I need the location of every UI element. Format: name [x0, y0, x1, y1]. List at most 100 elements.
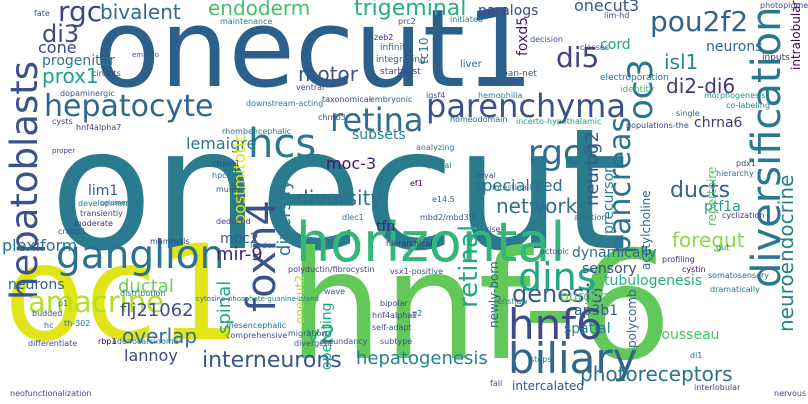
word-cyclization: cyclization: [722, 211, 765, 220]
word-hierarchy: hierarchy: [716, 169, 754, 178]
word-photopigment: photopigment: [760, 1, 808, 10]
word-cord: cord: [600, 37, 631, 53]
word-rbp1: rbp1: [98, 337, 117, 346]
word-burglin: burglin: [560, 289, 609, 305]
word-pou2f2: pou2f2: [650, 5, 749, 38]
word-di1: di1: [690, 351, 703, 360]
word-polycomb: polycomb: [625, 289, 639, 348]
word-flj21062: flj21062: [120, 300, 194, 321]
word-prox1: prox1: [42, 64, 99, 88]
word-pan-net: pan-net: [502, 69, 537, 79]
word-retina: retina: [330, 101, 424, 139]
word-neuroendocrine: neuroendocrine: [774, 174, 798, 332]
word-embryonic: embryonic: [370, 95, 413, 104]
word-bivalent: bivalent: [100, 0, 181, 24]
word-hnf4alpha1: hnf4alpha1: [372, 311, 418, 320]
word-prc2: prc2: [398, 17, 416, 26]
word-steps: steps: [530, 355, 552, 364]
word-subsets: subsets: [352, 127, 406, 143]
word-ptf1a: ptf1a: [704, 199, 741, 215]
word-intercalated: intercalated: [512, 379, 585, 393]
word-neurons-2: neurons: [706, 39, 763, 55]
word-hcs: hcs: [248, 121, 317, 167]
word-intralobular: intralobular: [789, 0, 803, 70]
word-neurog2: neurog2: [582, 131, 603, 206]
word-diversity: diversity: [296, 186, 383, 210]
word-endoderm: endoderm: [208, 0, 311, 20]
word-mir-9: mir-9: [216, 244, 263, 265]
word-ganglion: ganglion: [56, 233, 225, 278]
word-budded: budded: [32, 309, 63, 318]
word-onecut: onecut: [50, 92, 628, 288]
word-acetylcholine: acetylcholine: [639, 190, 653, 270]
word-comprehensive: comprehensive: [226, 331, 288, 340]
word-precursors: precursors: [601, 159, 617, 234]
word-homeodomain: homeodomain: [450, 115, 508, 124]
word-cystin: cystin: [682, 265, 706, 274]
word-parenchyma: parenchyma: [426, 87, 626, 125]
word-proper: proper: [52, 147, 76, 155]
word-sensory: sensory: [582, 261, 637, 277]
word-motor: motor: [298, 62, 359, 86]
word-chrna6: chrna6: [694, 115, 743, 131]
word-hemophilia: hemophilia: [478, 91, 523, 100]
word-royal: royal: [476, 171, 496, 180]
word-onecut3: onecut3: [574, 0, 640, 15]
word-analyzing: analyzing: [416, 143, 455, 152]
word-hepatogenesis: hepatogenesis: [356, 348, 488, 369]
word-renshaw: renshaw: [494, 297, 528, 306]
word-populations-the: populations-the: [626, 121, 689, 130]
word-somatosensory: somatosensory: [708, 271, 770, 280]
word-columns: columns: [100, 199, 130, 207]
word-downstream-acting: downstream-acting: [246, 99, 324, 108]
word-nervous: nervous: [774, 389, 807, 398]
word-trigeminal: trigeminal: [354, 0, 467, 21]
word-rousseau: rousseau: [656, 327, 720, 343]
word-intestinally: intestinally: [492, 183, 537, 192]
word-mesencephalic: mesencephalic: [226, 321, 287, 330]
word-di5: di5: [556, 41, 600, 74]
word-wave: wave: [324, 287, 346, 296]
word-deduced: deduced: [216, 217, 251, 226]
word-identity: identity: [620, 85, 655, 95]
word-cysts: cysts: [52, 117, 73, 126]
word-embryo: embryo: [132, 51, 159, 59]
word-dramatically: dramatically: [710, 285, 760, 294]
word-lannoy: lannoy: [124, 346, 178, 365]
word-infinite: infinite: [380, 43, 412, 53]
word-oc1: oc1: [4, 217, 242, 371]
word-spatial: spatial: [564, 321, 611, 337]
word-diversify: diversify: [274, 179, 295, 256]
word-overlap: overlap: [122, 324, 198, 348]
word-amacrine: amacrine: [28, 285, 164, 319]
word-ectopic: ectopic: [540, 247, 570, 256]
word-morphogenesis: morphogenesis: [704, 91, 766, 100]
word-electroporation: electroporation: [600, 73, 669, 83]
word-rgc: rgc: [58, 0, 103, 28]
word-dopaminergic: dopaminergic: [60, 89, 115, 98]
word-rhombencephalic: rhombencephalic: [222, 127, 292, 136]
word-lim-hd: lim-hd: [604, 11, 630, 20]
word-cone: cone: [38, 38, 77, 57]
word-v2: v2: [306, 320, 336, 348]
word-polyductin-fibrocystin: polyductin/fibrocystin: [288, 265, 375, 274]
word-differentiate: differentiate: [28, 339, 78, 348]
word-developmental: developmental: [78, 199, 138, 208]
word-crabp1: crabp1: [58, 227, 86, 236]
word-zeb2: zeb2: [374, 33, 394, 42]
word-ducts: ducts: [670, 178, 731, 203]
word-network: network: [496, 194, 578, 218]
word-hnf6: hnf6: [508, 300, 603, 349]
word-co-labeling: co-labeling: [726, 101, 771, 110]
word-neofunctionalization: neofunctionalization: [10, 389, 92, 398]
word-retinal: retinal: [454, 224, 484, 308]
word-hnf-6: hnf-6: [288, 220, 673, 394]
word-hepatocyte: hepatocyte: [44, 89, 214, 124]
word-mammals: mammals: [150, 237, 190, 246]
word-fate: fate: [34, 9, 50, 18]
word-onecut1: onecut1: [94, 0, 534, 112]
word-migration: migration: [288, 329, 327, 338]
word-self-adapt: self-adapt: [372, 323, 412, 332]
word-th-302: th-302: [64, 319, 91, 328]
word-bipolar: bipolar: [380, 299, 408, 308]
